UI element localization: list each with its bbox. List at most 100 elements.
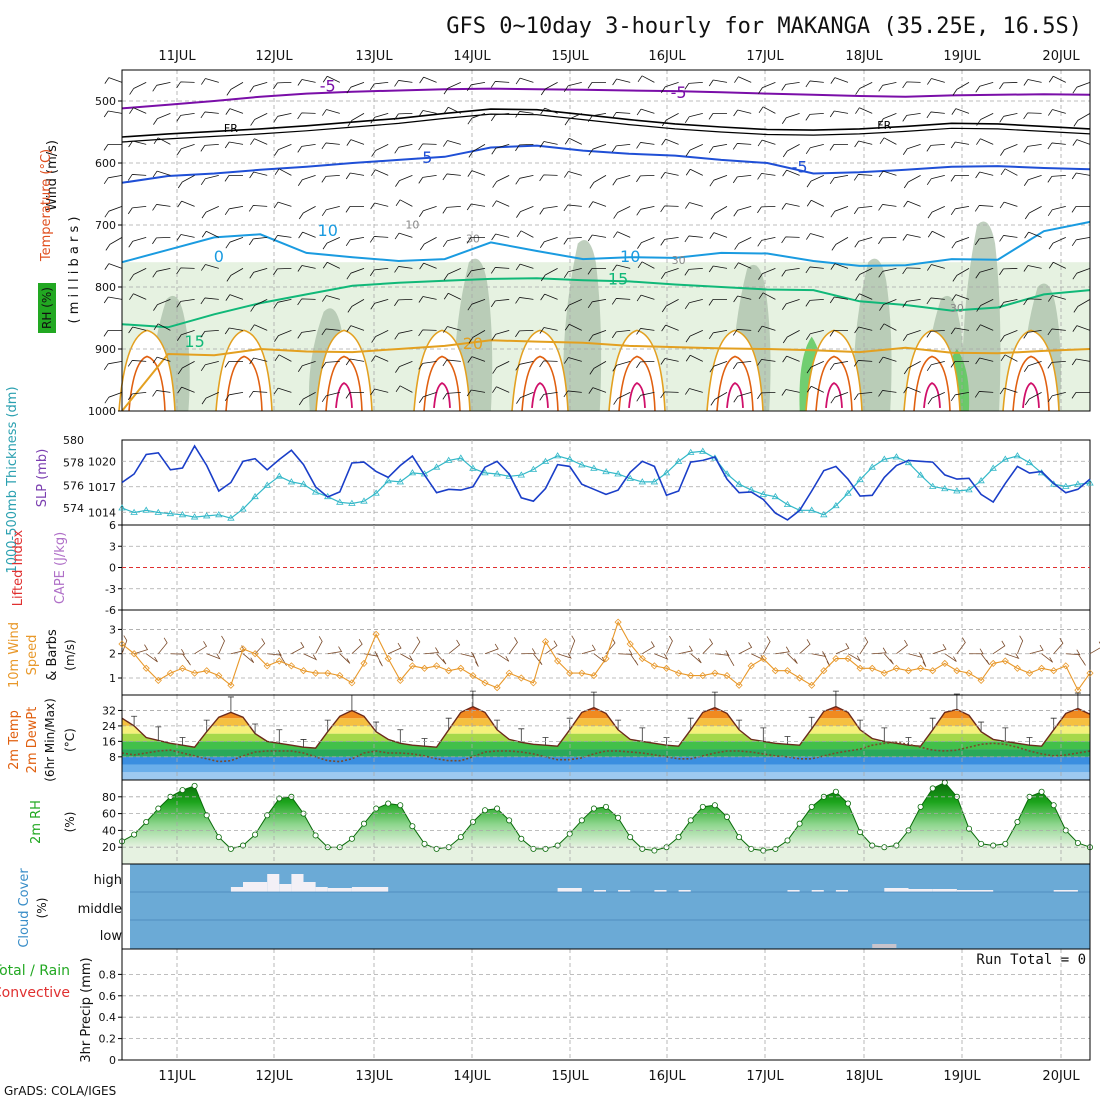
thickness-point	[360, 497, 368, 504]
wind-barb	[176, 81, 195, 89]
contour-label: 10	[405, 219, 419, 232]
wind-barb	[660, 205, 679, 213]
temp-whisker	[736, 719, 743, 730]
thickness-point	[457, 454, 465, 461]
thickness-point	[844, 489, 852, 496]
wind-speed-point	[602, 655, 610, 663]
thickness-point	[469, 464, 477, 471]
ylabel-cloud-unit: (%)	[35, 898, 49, 919]
cloud-tick-label: middle	[78, 902, 122, 917]
wind-barb	[250, 138, 268, 145]
wind-barb	[902, 330, 921, 341]
wind-barb	[952, 268, 970, 282]
wind-speed-point	[820, 667, 828, 675]
wind-barb	[564, 299, 582, 312]
wind-barb	[829, 361, 849, 371]
wind-barb	[443, 140, 461, 147]
wind-barb	[201, 264, 219, 271]
wind-barb-10m	[738, 642, 753, 655]
rh-point	[530, 845, 537, 852]
wind-barb-10m	[714, 650, 730, 656]
wind-barb	[903, 386, 921, 394]
wind-barb-10m	[254, 638, 266, 654]
wind-barb	[611, 112, 631, 119]
wind-barb	[781, 82, 800, 91]
wind-barb	[757, 139, 776, 147]
wind-barb	[951, 237, 970, 249]
wind-speed-point	[808, 681, 816, 689]
wind-barb	[1023, 361, 1042, 372]
wind-barb-10m	[956, 637, 966, 654]
wind-barb	[879, 299, 897, 311]
wind-speed-point	[481, 679, 489, 687]
temp-whisker	[155, 726, 162, 741]
wind-barb	[636, 328, 655, 335]
wind-barb-10m	[557, 652, 572, 659]
wind-speed-point	[191, 669, 199, 677]
wind-barb	[321, 361, 340, 369]
wind-barb	[418, 392, 437, 403]
wind-barb	[516, 230, 534, 238]
wind-barb	[152, 356, 171, 364]
thickness-point	[239, 505, 247, 512]
wind-barb	[442, 237, 461, 248]
rh-point	[917, 803, 924, 810]
wind-speed-point	[747, 662, 755, 670]
rh-point	[832, 788, 839, 795]
wind-barb	[950, 141, 970, 149]
wind-barb-10m	[133, 644, 149, 655]
contour-t20	[121, 339, 1091, 412]
wind-barb	[226, 268, 244, 282]
wind-barb	[879, 113, 897, 125]
rh-point	[1002, 840, 1009, 847]
thickness-point	[348, 499, 356, 506]
wind-barb	[1072, 325, 1091, 332]
rh-tick-label: 60	[102, 808, 116, 821]
wind-barb	[274, 354, 292, 362]
rh-point	[494, 805, 501, 812]
thickness-point	[638, 478, 647, 485]
wind-barb	[587, 299, 607, 309]
wind-barb	[661, 113, 679, 127]
rh-point	[421, 840, 428, 847]
wind-speed-point	[868, 664, 876, 672]
thickness-point	[215, 511, 223, 518]
wind-barb	[515, 175, 534, 185]
wind-barb	[200, 361, 219, 372]
wind-barb	[201, 392, 219, 405]
thickness-point	[275, 472, 284, 479]
wind-barb	[781, 389, 800, 396]
thickness-point	[130, 508, 138, 515]
wind-barb	[1048, 237, 1066, 250]
warm-cell-25	[716, 355, 754, 412]
run-total: Run Total = 0	[976, 952, 1086, 968]
ylabel-rh: RH (%)	[40, 287, 54, 329]
wind-barb	[611, 330, 631, 339]
li-tick-label: 0	[109, 562, 116, 575]
temp-whisker	[1074, 692, 1081, 709]
wind-barb	[999, 82, 1018, 90]
thickness-point	[263, 481, 271, 488]
thickness-point	[565, 455, 574, 462]
rh-point	[1050, 802, 1057, 809]
wind-speed-point	[408, 662, 416, 670]
wind-barb	[757, 237, 776, 247]
wind-speed-point	[844, 655, 852, 663]
wind-barb	[829, 330, 848, 337]
wind-barb	[418, 175, 437, 184]
wind-barb	[345, 237, 365, 247]
wind-speed-point	[929, 667, 937, 675]
warm-cell-25	[128, 355, 166, 412]
wind-barb-10m	[702, 638, 714, 654]
wind-barb	[467, 299, 486, 311]
thickness-point	[372, 489, 380, 496]
wind-barb	[902, 144, 921, 155]
wind-barb	[781, 113, 800, 124]
wind-barb	[950, 361, 969, 368]
contour-label: 10	[318, 221, 338, 240]
wind-barb	[829, 144, 848, 151]
wind-barb	[321, 328, 340, 336]
wind-barb	[757, 359, 776, 366]
date-label-top: 13JUL	[355, 49, 393, 64]
